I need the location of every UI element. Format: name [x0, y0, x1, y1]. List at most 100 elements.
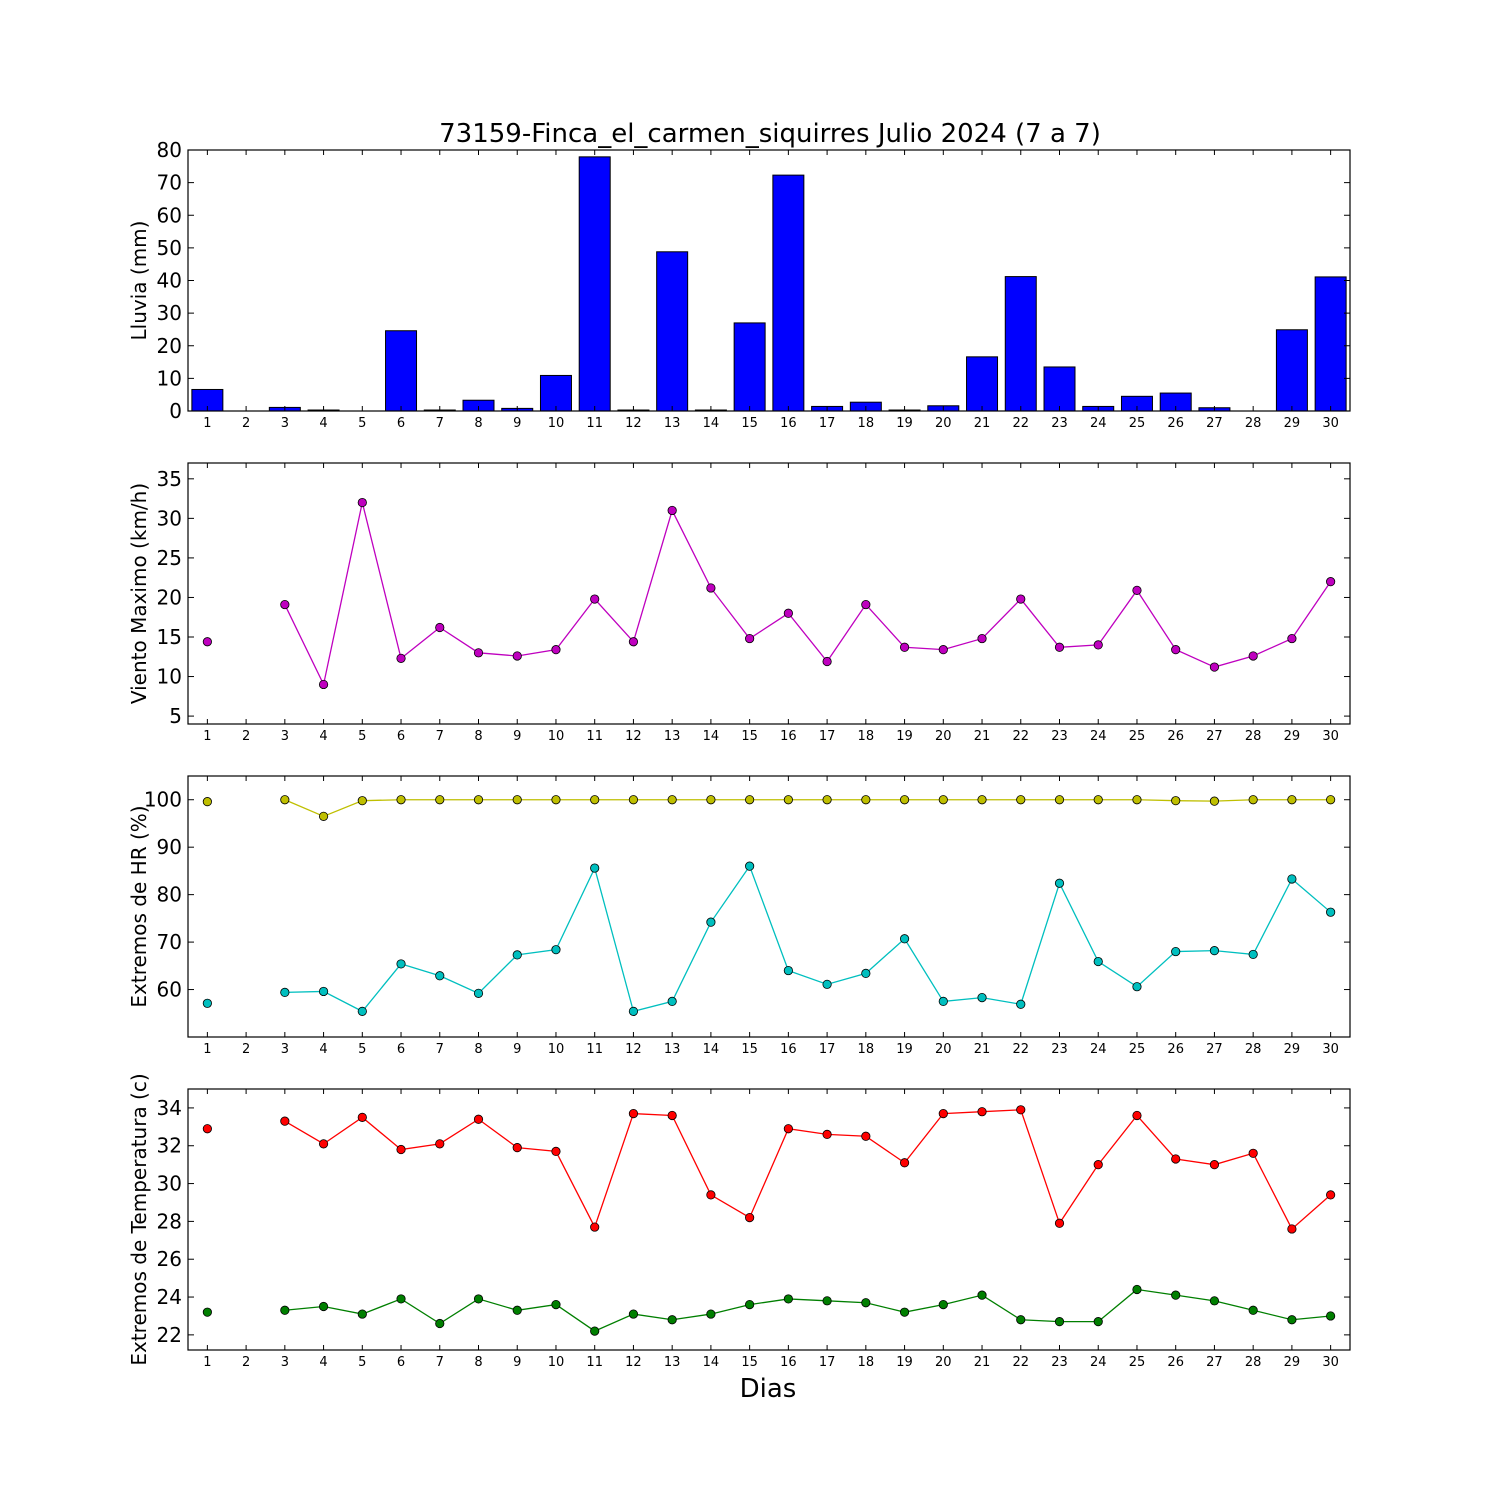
x-tick-label-day-21: 21: [974, 729, 991, 744]
x-tick-label-day-21: 21: [974, 416, 991, 431]
data-point-3-1-day-23: [1054, 795, 1065, 805]
data-point-3-2-day-5: [357, 1006, 367, 1016]
data-point-3-2-day-22: [1016, 999, 1026, 1009]
x-tick-label-day-18: 18: [858, 1355, 875, 1370]
data-point-3-1-day-14: [706, 795, 716, 805]
x-tick-label-day-27: 27: [1206, 416, 1223, 431]
x-tick-label-day-13: 13: [664, 1042, 681, 1057]
x-tick-label-day-30: 30: [1322, 729, 1339, 744]
data-point-2-1-day-18: [861, 599, 871, 610]
data-point-3-2-day-20: [938, 996, 948, 1007]
data-point-3-2-day-7: [435, 971, 445, 981]
x-tick-label-day-8: 8: [474, 1042, 482, 1057]
data-point-4-2-day-14: [706, 1309, 716, 1319]
x-tick-label-day-23: 23: [1051, 1355, 1068, 1370]
data-point-4-2-day-15: [745, 1300, 755, 1310]
x-tick-label-day-6: 6: [397, 416, 405, 431]
x-tick-label-day-23: 23: [1051, 1042, 1068, 1057]
x-tick-label-day-28: 28: [1245, 416, 1262, 431]
x-tick-label-day-14: 14: [703, 1042, 720, 1057]
data-point-2-1-day-5: [357, 497, 367, 508]
data-point-3-2-day-4: [318, 986, 329, 997]
data-point-3-1-day-5: [357, 796, 367, 806]
x-tick-label-day-1: 1: [203, 416, 211, 431]
data-point-4-2-day-9: [512, 1305, 522, 1315]
data-point-4-1-day-4: [318, 1139, 329, 1149]
data-point-3-1-day-29: [1287, 795, 1297, 805]
data-point-2-1-day-25: [1132, 585, 1142, 595]
x-tick-label-day-6: 6: [397, 729, 405, 744]
data-point-3-1-day-30: [1326, 795, 1336, 805]
data-point-2-1-day-10: [551, 645, 561, 655]
y-tick-label: 0: [169, 399, 182, 423]
x-tick-label-day-2: 2: [242, 1355, 250, 1370]
series-line-3-1: [284, 799, 1331, 818]
data-point-3-2-day-30: [1326, 907, 1336, 917]
x-tick-label-day-4: 4: [319, 1042, 327, 1057]
x-tick-label-day-25: 25: [1129, 1355, 1146, 1370]
data-point-4-1-day-28: [1248, 1148, 1258, 1158]
data-point-4-1-day-10: [551, 1146, 561, 1157]
data-point-4-1-day-5: [357, 1112, 367, 1122]
data-point-4-1-day-12: [628, 1108, 639, 1119]
x-tick-label-day-25: 25: [1129, 1042, 1146, 1057]
data-point-3-2-day-29: [1287, 874, 1297, 884]
data-point-4-1-day-14: [706, 1190, 716, 1200]
x-tick-label-day-22: 22: [1012, 416, 1029, 431]
x-tick-label-day-16: 16: [780, 416, 797, 431]
x-axis-label: Dias: [740, 1374, 797, 1404]
x-tick-label-day-28: 28: [1245, 729, 1262, 744]
data-point-4-1-day-20: [938, 1108, 948, 1119]
data-point-4-2-day-19: [899, 1307, 910, 1317]
data-point-3-1-day-10: [551, 795, 561, 805]
data-point-3-1-day-24: [1093, 795, 1103, 805]
x-tick-label-day-13: 13: [664, 729, 681, 744]
data-point-3-1-day-4: [318, 811, 329, 821]
x-tick-label-day-19: 19: [896, 729, 913, 744]
x-tick-label-day-7: 7: [436, 1355, 444, 1370]
x-tick-label-day-8: 8: [474, 1355, 482, 1370]
rain-bar-day-30: [1314, 276, 1347, 412]
data-point-4-1-day-24: [1093, 1160, 1103, 1170]
data-point-3-1-day-1: [202, 797, 212, 807]
data-point-4-1-day-8: [473, 1114, 484, 1124]
y-tick-label: 35: [157, 467, 182, 491]
x-tick-label-day-5: 5: [358, 1042, 366, 1057]
x-tick-label-day-14: 14: [703, 1355, 720, 1370]
data-point-4-1-day-16: [783, 1124, 793, 1134]
x-tick-label-day-20: 20: [935, 1042, 952, 1057]
data-point-4-1-day-13: [667, 1110, 677, 1121]
rain-bar-day-21: [966, 356, 999, 412]
x-tick-label-day-27: 27: [1206, 729, 1223, 744]
x-tick-label-day-26: 26: [1167, 416, 1184, 431]
data-point-4-2-day-4: [318, 1301, 329, 1312]
x-tick-label-day-9: 9: [513, 729, 521, 744]
data-point-2-1-day-12: [628, 637, 639, 647]
data-point-2-1-day-6: [396, 653, 406, 663]
data-point-3-1-day-16: [783, 795, 793, 805]
x-tick-label-day-16: 16: [780, 1355, 797, 1370]
x-tick-label-day-3: 3: [281, 1042, 289, 1057]
data-point-4-1-day-1: [202, 1124, 212, 1134]
x-tick-label-day-29: 29: [1284, 416, 1301, 431]
x-tick-label-day-2: 2: [242, 416, 250, 431]
x-tick-label-day-5: 5: [358, 416, 366, 431]
x-tick-label-day-19: 19: [896, 1042, 913, 1057]
y-tick-label: 70: [157, 171, 182, 195]
series-line-3-2: [284, 864, 1332, 1013]
panel-frame: [187, 462, 1351, 725]
data-point-2-1-day-21: [977, 633, 987, 644]
x-tick-label-day-15: 15: [741, 1355, 758, 1370]
data-point-4-1-day-27: [1209, 1160, 1220, 1170]
data-point-4-1-day-29: [1287, 1224, 1297, 1234]
data-point-2-1-day-1: [202, 637, 212, 647]
data-point-3-1-day-17: [822, 795, 832, 805]
rain-bar-day-6: [385, 330, 418, 412]
y-tick-label: 5: [169, 704, 182, 728]
data-point-4-1-day-7: [435, 1139, 445, 1149]
x-tick-label-day-10: 10: [548, 416, 565, 431]
x-tick-label-day-26: 26: [1167, 1355, 1184, 1370]
y-tick-label: 80: [157, 883, 182, 907]
x-tick-label-day-27: 27: [1206, 1355, 1223, 1370]
